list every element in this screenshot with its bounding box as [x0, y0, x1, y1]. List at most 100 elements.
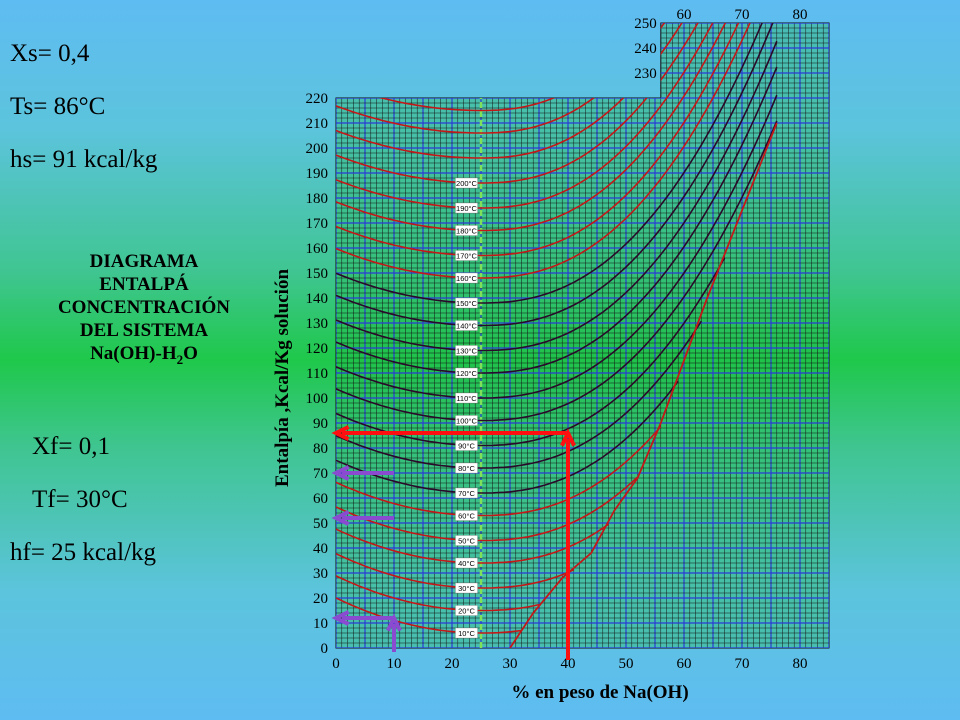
y-tick-label: 160: [306, 241, 329, 257]
x-tick-label: 60: [677, 656, 692, 672]
isotherm-curve: [336, 120, 778, 422]
isotherm-curve: [336, 23, 761, 279]
title-line-3: CONCENTRACIÓN: [57, 297, 231, 318]
formula-pre: Na(OH)-H: [90, 343, 177, 364]
isotherm-curve: [336, 257, 726, 447]
y-tick-label: 170: [306, 216, 329, 232]
curves-clipped: [336, 23, 778, 648]
isotherm-tag: [455, 225, 478, 236]
y-tick-label: 110: [306, 366, 328, 382]
isotherm-curve: [336, 380, 679, 494]
isotherm-labels: 10°C 20°C 30°C 40°C 50°C 60°C 70°C 80°C 90°C 100°…: [455, 177, 478, 639]
isotherm-tag: [455, 535, 478, 546]
isotherm-curve: [336, 575, 540, 612]
isotherm-label: 130°C: [456, 347, 478, 356]
isotherm-tag: [455, 367, 478, 379]
isotherm-tag: [455, 462, 478, 474]
saturation-curve: [509, 122, 778, 648]
y-tick-label: 150: [306, 266, 329, 282]
y-tick-label: 50: [313, 516, 328, 532]
isotherm-curve: [336, 597, 522, 634]
isotherm-label: 170°C: [456, 252, 478, 261]
isotherm-label: 200°C: [456, 179, 478, 188]
isotherm-label: 50°C: [458, 537, 475, 546]
y-tick-label: 70: [313, 466, 328, 482]
y-tick-label-upper: 240: [634, 41, 657, 57]
isotherm-tag: [455, 487, 478, 499]
isotherm-curves: [336, 23, 778, 648]
x-tick-label-upper: 70: [735, 7, 750, 23]
y-tick-label-upper: 230: [634, 66, 657, 82]
isotherm-tag: [455, 272, 478, 284]
isotherm-label: 150°C: [456, 299, 478, 308]
x-tick-label: 20: [445, 656, 460, 672]
y-tick-label: 180: [306, 191, 329, 207]
axis-ticks: 0102030405060708090100110120130140150160…: [306, 7, 808, 672]
isotherm-tag: [455, 627, 478, 639]
isotherm-label: 20°C: [458, 607, 475, 616]
x-tick-label: 10: [387, 656, 402, 672]
y-tick-label: 130: [306, 316, 329, 332]
y-tick-label: 40: [313, 541, 328, 557]
y-tick-label: 60: [313, 491, 328, 507]
isotherm-tag: [455, 177, 478, 189]
isotherm-label: 40°C: [458, 559, 475, 568]
x-tick-label-upper: 60: [677, 7, 692, 23]
isotherm-label: 10°C: [458, 629, 475, 638]
isotherm-tag: [455, 320, 478, 331]
title-line-5: Na(OH)-H2O: [18, 342, 270, 371]
title-line-2: ENTALPÁ: [99, 274, 189, 295]
isotherm-curve: [336, 23, 708, 184]
y-tick-label: 120: [306, 341, 329, 357]
hs-param: hs= 91 kcal/kg: [10, 146, 158, 173]
ts-param: Ts= 86°C: [10, 93, 106, 120]
isotherm-tag: [455, 202, 478, 214]
isotherm-curve: [336, 426, 662, 517]
x-tick-label: 50: [619, 656, 634, 672]
isotherm-label: 160°C: [456, 274, 478, 283]
isotherm-curve: [336, 40, 778, 352]
isotherm-label: 110°C: [456, 394, 477, 403]
grid-lines: [336, 23, 829, 648]
feed-arrow-left-head: [331, 610, 350, 626]
isotherm-label: 120°C: [456, 369, 478, 378]
y-tick-label: 90: [313, 416, 328, 432]
x-tick-label-upper: 80: [793, 7, 808, 23]
isotherm-label: 140°C: [456, 322, 478, 331]
arrows: [331, 425, 576, 660]
solution-arrow-left-head: [331, 425, 350, 441]
isotherm-curve: [336, 320, 703, 469]
y-tick-label-upper: 250: [634, 16, 657, 32]
formula-sub: 2: [176, 351, 184, 367]
formula-post: O: [183, 343, 198, 364]
isotherm-label: 60°C: [458, 512, 475, 521]
isotherm-curve: [336, 23, 662, 112]
isotherm-tag: [455, 392, 478, 404]
x-tick-label: 0: [332, 656, 340, 672]
isotherm-label: 90°C: [458, 442, 475, 451]
isotherm-label: 100°C: [456, 417, 478, 426]
xf-param: Xf= 0,1: [32, 433, 110, 460]
isotherm-label: 180°C: [456, 227, 478, 236]
tf-param: Tf= 30°C: [32, 486, 128, 513]
y-tick-label: 210: [306, 116, 329, 132]
isotherm-curve: [336, 23, 737, 232]
y-tick-label: 20: [313, 591, 328, 607]
y-tick-label: 190: [306, 166, 329, 182]
isotherm-curve: [336, 66, 778, 374]
isotherm-tag: [455, 605, 478, 616]
isotherm-curve: [336, 23, 726, 209]
x-tick-label: 40: [561, 656, 576, 672]
isotherm-curve: [336, 476, 639, 542]
y-tick-label: 10: [313, 616, 328, 632]
isotherm-tag: [455, 510, 478, 521]
isotherm-curve: [336, 94, 778, 399]
x-tick-label: 30: [503, 656, 518, 672]
ref-arrow-70-head: [331, 465, 350, 481]
y-tick-label: 30: [313, 566, 328, 582]
y-tick-label: 100: [306, 391, 329, 407]
isotherm-label: 70°C: [458, 489, 475, 498]
y-tick-label: 220: [306, 91, 329, 107]
x-tick-label: 80: [793, 656, 808, 672]
